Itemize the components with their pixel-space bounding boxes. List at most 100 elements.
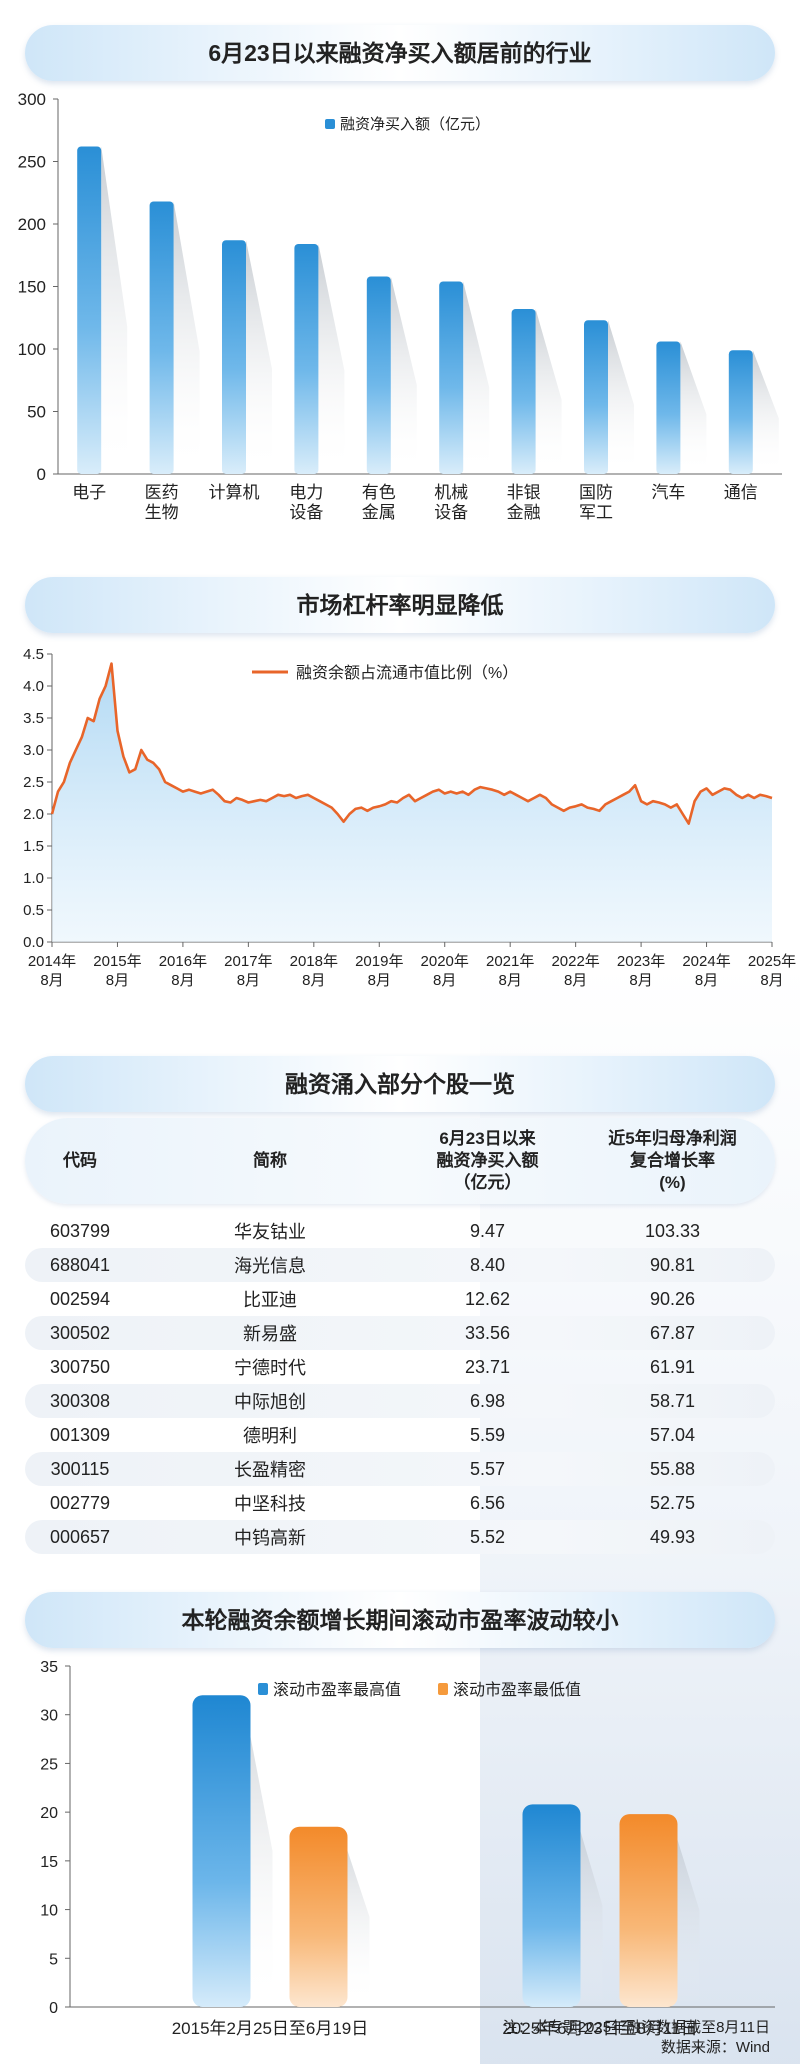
y-tick-label: 50 [27,403,46,422]
table-cell: 90.81 [649,1254,696,1275]
line-chart-title: 市场杠杆率明显降低 [296,592,504,618]
table-row: 001309 德明利 5.59 57.04 [25,1418,775,1452]
table-cell: 52.75 [649,1492,696,1513]
table-cell: 49.93 [649,1526,696,1547]
table-cell: 5.52 [469,1526,506,1547]
y-tick-label: 0 [49,2000,58,2017]
table-cell: 新易盛 [243,1324,297,1344]
table-cell: 688041 [49,1254,111,1275]
x-tick-label: 医药 [145,483,179,502]
bar [222,240,246,474]
table-cell: 中坚科技 [234,1494,306,1514]
x-tick-label: 8月 [302,972,325,989]
x-tick-label: 军工 [579,503,613,522]
x-tick-label: 2019年 [355,953,403,970]
x-tick-label: 非银 [507,483,541,502]
table-row: 300750 宁德时代 23.71 61.91 [25,1350,775,1384]
x-tick-label: 2016年 [159,953,207,970]
bar [439,281,464,474]
legend-label: 融资净买入额（亿元） [340,116,490,133]
y-tick-label: 0 [37,465,46,484]
table-cell: 中际旭创 [234,1392,306,1412]
legend-swatch [258,1683,268,1695]
table-row: 300502 新易盛 33.56 67.87 [25,1316,775,1350]
table-cell: 5.57 [469,1458,506,1479]
table-cell: 000657 [49,1526,111,1547]
y-tick-label: 250 [18,153,46,172]
column-header: 6月23日以来 融资净买入额 （亿元） [405,1128,570,1194]
table-cell: 33.56 [464,1322,511,1343]
table-row: 688041 海光信息 8.40 90.81 [25,1248,775,1282]
bar-shadow [463,281,490,474]
x-tick-label: 2025年6月23日至8月11日 [502,2019,697,2038]
x-tick-label: 计算机 [209,483,260,502]
x-tick-label: 8月 [368,972,391,989]
legend-swatch [438,1683,448,1695]
table-row: 603799 华友钴业 9.47 103.33 [25,1214,775,1248]
column-header-line: 6月23日以来 [439,1129,536,1148]
table-cell: 长盈精密 [234,1460,306,1480]
table-cell: 5.59 [469,1424,506,1445]
table-cell: 300308 [49,1390,111,1411]
table-cell: 002779 [49,1492,111,1513]
legend-swatch [325,119,335,129]
x-tick-label: 8月 [433,972,456,989]
table-cell: 58.71 [649,1390,696,1411]
table-cell: 海光信息 [234,1256,306,1276]
bar [149,201,174,474]
table-cell: 6.98 [469,1390,506,1411]
x-tick-label: 2017年 [224,953,272,970]
column-header-line: 复合增长率 [630,1151,715,1170]
y-tick-label: 0.0 [23,934,44,951]
table-row: 300308 中际旭创 6.98 58.71 [25,1384,775,1418]
x-tick-label: 生物 [145,503,179,522]
bar [366,276,391,474]
footer-note: 注：本专题2025年融资数据截至8月11日 [502,2019,770,2036]
table-body: 603799 华友钴业 9.47 103.33 688041 海光信息 8.40 90.81 0… [25,1214,775,1554]
column-header: 简称 [135,1150,405,1172]
bar [728,350,753,474]
x-tick-label: 金融 [507,503,541,522]
x-tick-label: 8月 [171,972,194,989]
x-tick-label: 8月 [760,972,783,989]
table-cell: 德明利 [243,1426,297,1446]
table-banner: 融资涌入部分个股一览 [25,1056,775,1112]
y-tick-label: 10 [40,1903,58,1920]
x-tick-label: 2015年 [93,953,141,970]
leverage-line-chart: 0.0 0.5 1.0 1.5 2.0 2.5 3.0 3.5 4.0 4.5 融资余额占流通市值比… [23,646,796,989]
table-cell: 宁德时代 [234,1358,306,1378]
bar-shadow [390,276,417,474]
y-tick-label: 100 [18,340,46,359]
legend-label: 滚动市盈率最高值 [273,1681,401,1699]
x-tick-label: 2020年 [421,953,469,970]
x-tick-label: 2022年 [551,953,599,970]
bar-shadow [246,240,272,474]
y-tick-label: 25 [40,1756,58,1773]
bar [289,1826,348,2007]
table-row: 002779 中坚科技 6.56 52.75 [25,1486,775,1520]
bar [511,309,536,474]
table-cell: 103.33 [644,1220,701,1241]
table-cell: 8.40 [469,1254,506,1275]
x-tick-label: 国防 [579,483,613,502]
table-cell: 9.47 [469,1220,506,1241]
x-tick-label: 2021年 [486,953,534,970]
x-tick-label: 设备 [434,503,468,522]
pe-chart-banner: 本轮融资余额增长期间滚动市盈率波动较小 [25,1592,775,1648]
x-tick-label: 2015年2月25日至6月19日 [172,2019,369,2038]
y-tick-label: 3.5 [23,710,44,727]
x-tick-label: 8月 [237,972,260,989]
bar-shadow [318,244,345,474]
table-row: 000657 中钨高新 5.52 49.93 [25,1520,775,1554]
bar-shadow [752,350,779,474]
y-tick-label: 15 [40,1854,58,1871]
pe-bar-chart: 0 5 10 15 20 25 30 35 滚动市盈率最高值 滚动市盈率最低值 2015年2月25日… [40,1659,775,2038]
table-cell: 6.56 [469,1492,506,1513]
bar [656,341,681,474]
area-fill [52,663,772,942]
x-tick-label: 设备 [289,503,323,522]
column-header-line: （亿元） [453,1173,522,1192]
bar-shadow [680,341,707,474]
y-tick-label: 30 [40,1708,58,1725]
x-tick-label: 机械 [434,483,468,502]
